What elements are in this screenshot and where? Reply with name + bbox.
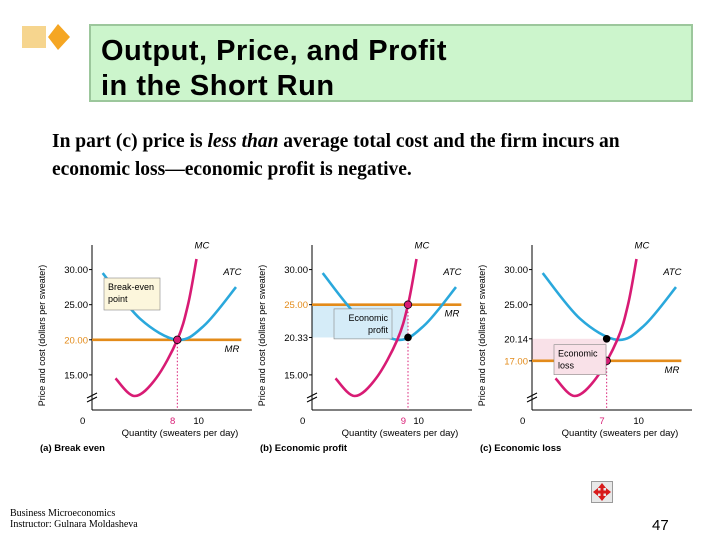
- body-text-part1: In part (c) price is: [52, 131, 208, 152]
- x-tick-label: 10: [193, 416, 204, 427]
- mc-label: MC: [635, 241, 650, 252]
- x-tick-label: 0: [300, 416, 305, 427]
- equilibrium-point: [403, 300, 413, 309]
- y-tick-label: 20.33: [284, 333, 308, 344]
- title-decoration: [22, 24, 70, 50]
- x-tick-label: 0: [80, 416, 85, 427]
- decoration-diamond: [48, 24, 70, 50]
- mc-curve: [554, 258, 638, 398]
- footer-instructor: Instructor: Gulnara Moldasheva: [10, 519, 138, 530]
- atc-label: ATC: [662, 267, 681, 278]
- mr-label: MR: [225, 344, 240, 355]
- page-number: 47: [652, 517, 669, 534]
- decoration-block: [22, 26, 46, 48]
- annotation-label: Economic: [348, 313, 388, 323]
- x-axis-label: Quantity (sweaters per day): [342, 428, 459, 439]
- annotation-label: Break-even: [108, 282, 154, 292]
- atc-label: ATC: [442, 267, 461, 278]
- chart-caption: (c) Economic loss: [480, 443, 561, 454]
- footer-course: Business Microeconomics: [10, 508, 116, 519]
- annotation-label: loss: [558, 361, 575, 371]
- mc-label: MC: [195, 241, 210, 252]
- chart-caption: (b) Economic profit: [260, 443, 348, 454]
- y-tick-label: 30.00: [284, 265, 308, 276]
- y-axis-label: Price and cost (dollars per sweater): [37, 265, 47, 407]
- x-tick-label: 10: [413, 416, 424, 427]
- x-axis-label: Quantity (sweaters per day): [562, 428, 679, 439]
- body-text-italic: less than: [207, 131, 279, 152]
- atc-point: [404, 333, 412, 342]
- annotation-box: [553, 344, 607, 376]
- chart-panel-2: 15.00 20.33 25.00 30.00 0 10 9 MR ATC MC Economic p…: [257, 241, 472, 454]
- annotation-box: [333, 308, 393, 340]
- chart-panel-1: 15.00 20.00 25.00 30.00 0 10 8 MR ATC MC Break-eve…: [37, 241, 252, 454]
- atc-point: [602, 335, 611, 343]
- equilibrium-point: [173, 335, 182, 344]
- footer: Business Microeconomics Instructor: Guln…: [10, 508, 138, 530]
- body-text: In part (c) price is less than average t…: [52, 128, 672, 184]
- axis-break: [526, 392, 538, 403]
- mc-label: MC: [415, 241, 430, 252]
- x-tick-label: 10: [633, 416, 644, 427]
- mr-label: MR: [665, 365, 680, 376]
- move-arrows-icon: [593, 483, 611, 501]
- mr-label: MR: [445, 309, 460, 320]
- y-tick-label: 30.00: [504, 265, 528, 276]
- annotation-label: point: [108, 294, 128, 304]
- slide-title-line2: in the Short Run: [101, 70, 335, 102]
- annotation-label: profit: [368, 325, 389, 335]
- x-quantity-label: 7: [599, 416, 604, 427]
- mc-curve: [114, 258, 198, 398]
- axis-break: [306, 392, 318, 403]
- move-arrows-button[interactable]: [591, 481, 613, 503]
- annotation-label: Economic: [558, 349, 598, 359]
- axis-break: [86, 392, 98, 403]
- chart-panel-3: 17.00 20.14 25.00 30.00 0 10 7 MR ATC MC Economic l…: [477, 241, 692, 454]
- x-axis-label: Quantity (sweaters per day): [122, 428, 239, 439]
- chart-caption: (a) Break even: [40, 443, 105, 454]
- title-box: Output, Price, and Profit in the Short R…: [89, 24, 693, 102]
- y-tick-label: 30.00: [64, 265, 88, 276]
- y-tick-label: 20.14: [504, 334, 528, 345]
- y-tick-label: 17.00: [504, 356, 528, 367]
- atc-label: ATC: [222, 267, 241, 278]
- x-quantity-label: 9: [401, 416, 406, 427]
- y-tick-label: 20.00: [64, 335, 88, 346]
- y-tick-label: 15.00: [284, 370, 308, 381]
- y-tick-label: 25.00: [504, 300, 528, 311]
- slide-title-line1: Output, Price, and Profit: [101, 35, 448, 67]
- y-tick-label: 25.00: [64, 300, 88, 311]
- x-tick-label: 0: [520, 416, 525, 427]
- charts-figure: 15.00 20.00 25.00 30.00 0 10 8 MR ATC MC Break-eve…: [37, 241, 692, 454]
- y-tick-label: 25.00: [284, 300, 308, 311]
- y-tick-label: 15.00: [64, 370, 88, 381]
- atc-curve: [541, 272, 678, 342]
- body-text-part2: average total cost and the firm incurs a…: [52, 131, 620, 180]
- y-axis-label: Price and cost (dollars per sweater): [257, 265, 267, 407]
- y-axis-label: Price and cost (dollars per sweater): [477, 265, 487, 407]
- annotation-box: [103, 277, 161, 311]
- x-quantity-label: 8: [170, 416, 175, 427]
